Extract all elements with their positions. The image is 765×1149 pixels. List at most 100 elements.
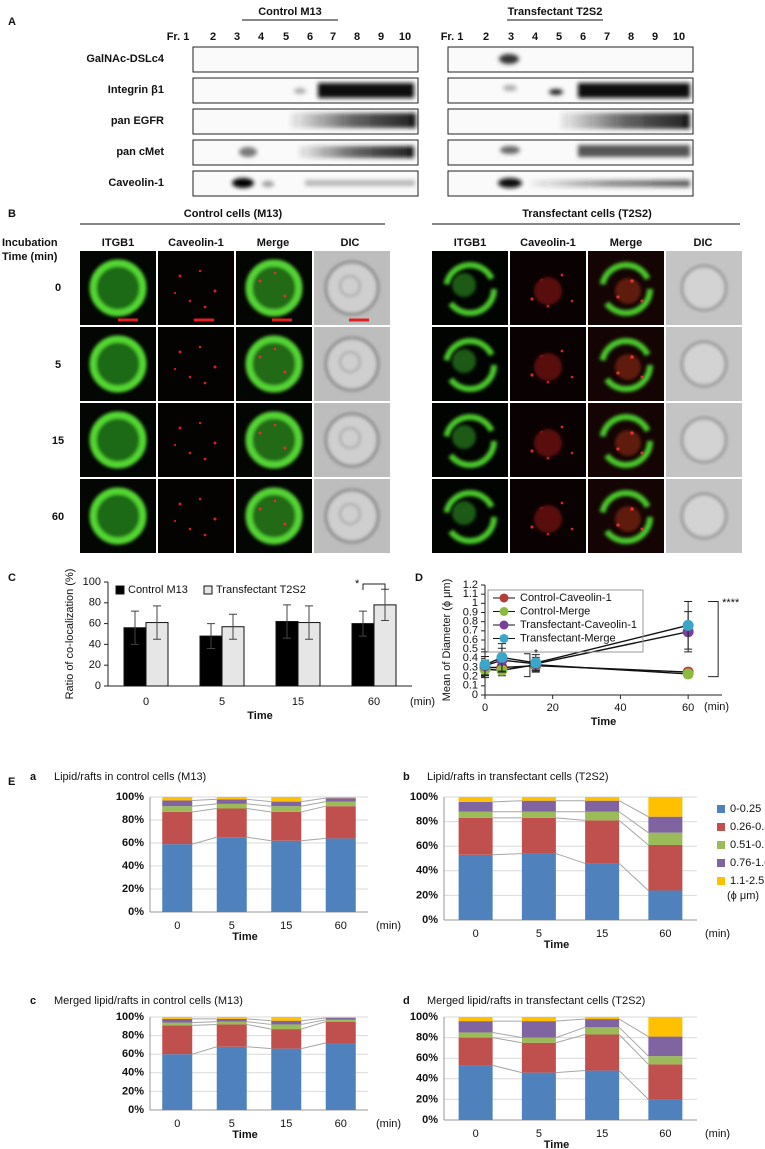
y-tick-label: 0.1	[463, 680, 478, 692]
imaging-group-title: Control cells (M13)	[184, 208, 283, 220]
bar-segment	[458, 797, 493, 802]
legend-label: Control-Caveolin-1	[520, 592, 612, 604]
connector-line	[555, 817, 586, 821]
annotation: *	[355, 578, 360, 590]
error-bar	[229, 613, 237, 640]
connector-line	[618, 1070, 649, 1100]
connector-line	[246, 1046, 272, 1050]
bar-segment	[162, 1018, 193, 1023]
y-tick-label: 20%	[416, 889, 438, 901]
y-tick-label: 100%	[410, 791, 438, 803]
legend-box	[487, 589, 644, 653]
y-tick-label: 40%	[416, 1073, 438, 1085]
bar-segment	[216, 808, 247, 838]
bar-segment	[648, 890, 683, 920]
legend-swatch	[717, 877, 725, 885]
connector-line	[618, 1026, 649, 1057]
bar-segment	[216, 797, 247, 800]
legend-marker	[499, 620, 509, 630]
series-line	[485, 664, 689, 673]
bar-segment	[162, 844, 193, 912]
connector-line	[192, 798, 217, 801]
connector-line	[246, 1018, 272, 1022]
y-tick-label: 80%	[416, 1032, 438, 1044]
bar-segment	[162, 1054, 193, 1110]
bar-segment	[325, 1019, 356, 1022]
connector-line	[301, 801, 326, 807]
connector-line	[301, 1042, 326, 1050]
fraction-label: 7	[604, 31, 610, 43]
blot-group-title: Control M13	[258, 6, 322, 18]
bar-segment	[271, 1017, 302, 1021]
series-line	[484, 631, 689, 667]
bar-segment	[162, 811, 193, 845]
connector-line	[301, 837, 326, 842]
bar-segment	[162, 800, 193, 807]
fraction-label: 5	[283, 31, 289, 43]
connector-line	[246, 808, 272, 813]
connector-line	[301, 805, 326, 813]
x-axis-label: Time	[247, 710, 272, 722]
point	[479, 659, 491, 671]
bar-segment	[521, 1021, 556, 1038]
y-tick-label: 0.2	[463, 671, 478, 683]
bar-segment	[458, 1037, 493, 1066]
legend-swatch	[717, 841, 725, 849]
bar-segment	[648, 844, 683, 891]
y-tick-label: 60%	[122, 1048, 144, 1060]
y-tick-label: 0.7	[463, 625, 478, 637]
error-bar	[153, 605, 161, 640]
bar-segment	[271, 1029, 302, 1049]
legend-marker	[499, 634, 509, 643]
bar-segment	[648, 1036, 683, 1057]
connector-line	[192, 808, 217, 813]
x-tick-label: 20	[547, 702, 559, 714]
bar-segment	[585, 1027, 620, 1035]
fraction-label: 4	[258, 31, 265, 43]
channel-label: ITGB1	[102, 237, 134, 249]
fraction-label: 3	[508, 31, 514, 43]
bar-segment	[325, 1021, 356, 1044]
bar-segment	[458, 1065, 493, 1120]
bar-segment	[325, 838, 356, 912]
x-tick-label: 15	[292, 696, 304, 708]
fraction-label: 4	[532, 31, 539, 43]
connector-line	[555, 1018, 586, 1022]
y-tick-label: 20%	[122, 1085, 144, 1097]
x-tick-label: 0	[174, 1118, 180, 1130]
y-tick-label: 40%	[122, 860, 144, 872]
bar-segment	[271, 797, 302, 802]
connector-line	[301, 1019, 326, 1025]
chart-title: Lipid/rafts in transfectant cells (T2S2)	[427, 771, 609, 783]
y-tick-label: 0.4	[463, 652, 478, 664]
panel-label: d	[403, 995, 410, 1007]
error-bar	[207, 623, 215, 650]
annotation: ****	[722, 597, 740, 609]
bar-segment	[585, 1070, 620, 1120]
bar-segment	[271, 1048, 302, 1110]
y-tick-label: 100%	[410, 1011, 438, 1023]
x-tick-label: 5	[219, 696, 225, 708]
x-tick-label: 60	[335, 1118, 347, 1130]
bar-segment	[162, 806, 193, 812]
x-axis-label: Time	[232, 1129, 257, 1141]
bar-segment	[216, 1018, 247, 1022]
y-tick-label: 20%	[122, 883, 144, 895]
legend-label: 0.26-0.50	[730, 821, 765, 833]
channel-label: DIC	[341, 237, 360, 249]
y-tick-label: 80%	[122, 1030, 144, 1042]
y-tick-label: 0.5	[463, 643, 478, 655]
bar-segment	[271, 801, 302, 807]
y-tick-label: 0.9	[463, 606, 478, 618]
bar-segment	[521, 811, 556, 818]
x-tick-label: 60	[335, 920, 347, 932]
channel-label: Caveolin-1	[168, 237, 224, 249]
x-unit: (min)	[705, 1128, 730, 1140]
connector-line	[555, 1034, 586, 1044]
legend-label: Transfectant T2S2	[216, 584, 306, 596]
significance-bracket	[708, 601, 719, 678]
connector-line	[192, 803, 217, 807]
x-tick-label: 15	[280, 920, 292, 932]
legend-swatch	[115, 585, 125, 595]
